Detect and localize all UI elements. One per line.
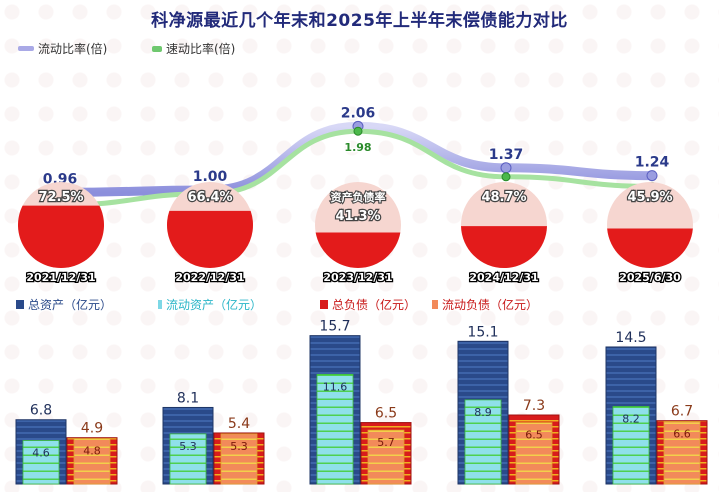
- bar-label-total-assets-1: 8.1: [177, 390, 199, 406]
- bar-label-total-liabilities-4: 6.7: [671, 404, 693, 420]
- bar-label-current-assets-4: 8.2: [622, 413, 640, 426]
- bar-current-liabilities-0: [73, 438, 111, 485]
- bar-current-assets-3: [464, 399, 502, 485]
- pie-fill-1: [167, 210, 254, 268]
- bar-current-liabilities-3: [515, 422, 553, 485]
- bar-label-total-assets-0: 6.8: [30, 403, 52, 419]
- pie-fill-2: [315, 232, 401, 268]
- legend-total-liabilities-label: 总负债（亿元）: [332, 298, 417, 312]
- bar-current-assets-4: [612, 406, 650, 485]
- pie-fill-4: [607, 228, 693, 268]
- line-point-1-2: [353, 126, 363, 136]
- line-label-1-2: 1.98: [344, 141, 371, 154]
- legend-current-assets: 流动资产（亿元）: [158, 296, 262, 313]
- legend-quick-ratio-swatch: [152, 45, 162, 52]
- bar-label-current-assets-1: 5.3: [179, 440, 197, 453]
- bar-label-total-liabilities-0: 4.9: [81, 421, 103, 437]
- bar-label-current-liabilities-1: 5.3: [230, 440, 248, 453]
- category-label-2: 2023/12/31: [323, 271, 392, 284]
- pie-label-1: 66.4%: [187, 190, 232, 205]
- bar-label-total-assets-2: 15.7: [319, 319, 350, 335]
- category-label-0: 2021/12/31: [26, 271, 95, 284]
- bar-label-total-liabilities-1: 5.4: [228, 416, 250, 432]
- legend-quick-ratio-label: 速动比率(倍): [166, 42, 236, 56]
- bar-current-liabilities-2: [367, 429, 405, 485]
- bar-label-current-assets-2: 11.6: [323, 380, 348, 393]
- legend-quick-ratio: 速动比率(倍): [152, 40, 235, 57]
- pie-label-2: 41.3%: [335, 209, 380, 224]
- pie-label-0: 72.5%: [38, 190, 83, 205]
- legend-total-assets: 总资产（亿元）: [16, 296, 112, 313]
- bar-label-total-assets-3: 15.1: [467, 324, 498, 340]
- line-point-0-4: [646, 170, 658, 182]
- legend-current-assets-swatch: [158, 300, 162, 309]
- bar-label-current-liabilities-2: 5.7: [377, 436, 395, 449]
- bar-label-total-assets-4: 14.5: [615, 330, 646, 346]
- category-label-3: 2024/12/31: [469, 271, 538, 284]
- pie-fill-3: [461, 226, 547, 269]
- category-label-1: 2022/12/31: [175, 271, 244, 284]
- pie-label-3: 48.7%: [481, 190, 526, 205]
- category-label-4: 2025/6/30: [619, 271, 681, 284]
- chart-title: 科净源最近几个年末和2025年上半年末偿债能力对比: [151, 11, 568, 31]
- line-label-0-3: 1.37: [489, 147, 524, 163]
- pie-series-name: 资产负债率: [331, 190, 386, 204]
- bar-current-assets-1: [169, 433, 207, 485]
- legend-current-ratio: 流动比率(倍): [18, 40, 107, 57]
- bar-current-assets-0: [22, 440, 60, 485]
- bar-label-current-assets-0: 4.6: [32, 447, 50, 460]
- line-point-1-3: [501, 172, 511, 182]
- line-label-0-1: 1.00: [193, 169, 228, 185]
- bar-current-liabilities-4: [663, 421, 701, 485]
- bar-label-total-liabilities-3: 7.3: [523, 398, 545, 414]
- legend-current-liabilities: 流动负债（亿元）: [432, 296, 538, 313]
- line-label-0-4: 1.24: [635, 155, 670, 171]
- legend-current-assets-label: 流动资产（亿元）: [166, 298, 263, 312]
- bar-label-current-liabilities-3: 6.5: [525, 429, 543, 442]
- pie-label-4: 45.9%: [627, 190, 672, 205]
- bar-label-current-liabilities-4: 6.6: [673, 428, 691, 441]
- line-point-0-3: [500, 162, 512, 174]
- legend-current-ratio-swatch: [18, 46, 34, 51]
- legend-total-assets-swatch: [16, 300, 24, 309]
- bar-label-total-liabilities-2: 6.5: [375, 406, 397, 422]
- bar-label-current-liabilities-0: 4.8: [83, 445, 101, 458]
- pie-fill-0: [18, 205, 104, 268]
- bar-current-assets-2: [316, 373, 354, 485]
- legend-total-liabilities: 总负债（亿元）: [320, 296, 416, 313]
- bar-current-liabilities-1: [220, 433, 258, 485]
- bar-label-current-assets-3: 8.9: [474, 406, 492, 419]
- legend-current-liabilities-label: 流动负债（亿元）: [442, 298, 539, 312]
- legend-current-liabilities-swatch: [432, 300, 438, 309]
- legend-total-liabilities-swatch: [320, 300, 328, 309]
- legend-total-assets-label: 总资产（亿元）: [28, 298, 113, 312]
- legend-current-ratio-label: 流动比率(倍): [38, 42, 108, 56]
- line-label-0-2: 2.06: [341, 105, 376, 121]
